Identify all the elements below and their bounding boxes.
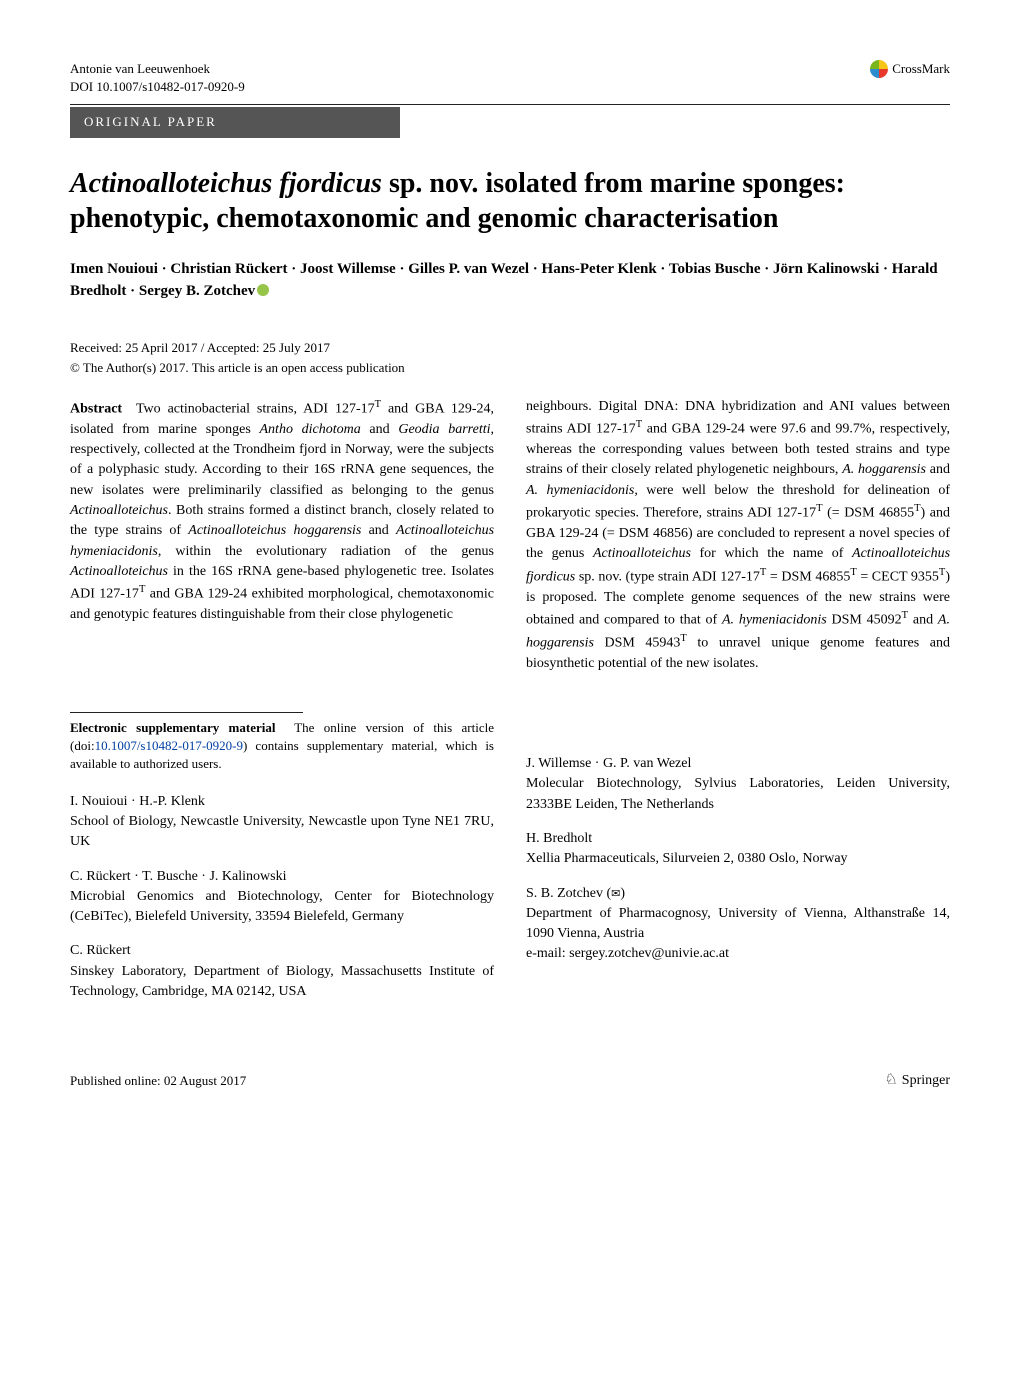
journal-name: Antonie van Leeuwenhoek: [70, 60, 245, 78]
affiliation-block: C. Rückert · T. Busche · J. Kalinowski M…: [70, 867, 494, 928]
abstract-columns: Abstract Two actinobacterial strains, AD…: [70, 397, 950, 674]
abstract-right: neighbours. Digital DNA: DNA hybridizati…: [526, 397, 950, 674]
affiliation-block: J. Willemse · G. P. van Wezel Molecular …: [526, 754, 950, 815]
header-rule: [70, 104, 950, 105]
aff-names: S. B. Zotchev (✉): [526, 884, 950, 904]
springer-icon: ♘: [884, 1070, 897, 1091]
paper-type-banner: ORIGINAL PAPER: [70, 107, 400, 137]
publisher-name: Springer: [902, 1071, 950, 1091]
aff-address: Molecular Biotechnology, Sylvius Laborat…: [526, 774, 950, 815]
page-footer: Published online: 02 August 2017 ♘ Sprin…: [70, 1070, 950, 1091]
aff-address: Department of Pharmacognosy, University …: [526, 904, 950, 945]
authors-text: Imen Nouioui · Christian Rückert · Joost…: [70, 261, 938, 300]
abstract-left: Abstract Two actinobacterial strains, AD…: [70, 397, 494, 674]
affiliation-block: I. Nouioui · H.-P. Klenk School of Biolo…: [70, 792, 494, 853]
copyright-line: © The Author(s) 2017. This article is an…: [70, 359, 950, 377]
article-title: Actinoalloteichus fjordicus sp. nov. iso…: [70, 166, 950, 236]
affiliations-right: J. Willemse · G. P. van Wezel Molecular …: [526, 754, 950, 965]
aff-email: e-mail: sergey.zotchev@univie.ac.at: [526, 944, 950, 964]
aff-names: H. Bredholt: [526, 829, 950, 849]
aff-names: J. Willemse · G. P. van Wezel: [526, 754, 950, 774]
author-list: Imen Nouioui · Christian Rückert · Joost…: [70, 258, 950, 303]
lower-left: Electronic supplementary material The on…: [70, 694, 494, 1016]
crossmark-icon: [870, 60, 888, 78]
publisher-mark: ♘ Springer: [884, 1070, 950, 1091]
article-dates: Received: 25 April 2017 / Accepted: 25 J…: [70, 339, 950, 357]
affiliations-left: I. Nouioui · H.-P. Klenk School of Biolo…: [70, 792, 494, 1003]
lower-right: J. Willemse · G. P. van Wezel Molecular …: [526, 694, 950, 1016]
page-header: Antonie van Leeuwenhoek DOI 10.1007/s104…: [70, 60, 950, 96]
published-online: Published online: 02 August 2017: [70, 1072, 246, 1090]
lower-columns: Electronic supplementary material The on…: [70, 694, 950, 1016]
journal-info: Antonie van Leeuwenhoek DOI 10.1007/s104…: [70, 60, 245, 96]
aff-address: School of Biology, Newcastle University,…: [70, 812, 494, 853]
aff-names: I. Nouioui · H.-P. Klenk: [70, 792, 494, 812]
aff-names: C. Rückert · T. Busche · J. Kalinowski: [70, 867, 494, 887]
crossmark-badge[interactable]: CrossMark: [870, 60, 950, 78]
aff-address: Xellia Pharmaceuticals, Silurveien 2, 03…: [526, 849, 950, 869]
orcid-icon[interactable]: [257, 284, 269, 296]
supplementary-material: Electronic supplementary material The on…: [70, 719, 494, 774]
supp-rule: [70, 712, 303, 713]
supp-heading: Electronic supplementary material: [70, 720, 275, 735]
affiliation-block: C. Rückert Sinskey Laboratory, Departmen…: [70, 941, 494, 1002]
doi-line: DOI 10.1007/s10482-017-0920-9: [70, 78, 245, 96]
aff-address: Microbial Genomics and Biotechnology, Ce…: [70, 887, 494, 928]
affiliation-block: S. B. Zotchev (✉) Department of Pharmaco…: [526, 884, 950, 965]
affiliation-block: H. Bredholt Xellia Pharmaceuticals, Silu…: [526, 829, 950, 870]
aff-names: C. Rückert: [70, 941, 494, 961]
aff-address: Sinskey Laboratory, Department of Biolog…: [70, 962, 494, 1003]
crossmark-label: CrossMark: [892, 60, 950, 78]
